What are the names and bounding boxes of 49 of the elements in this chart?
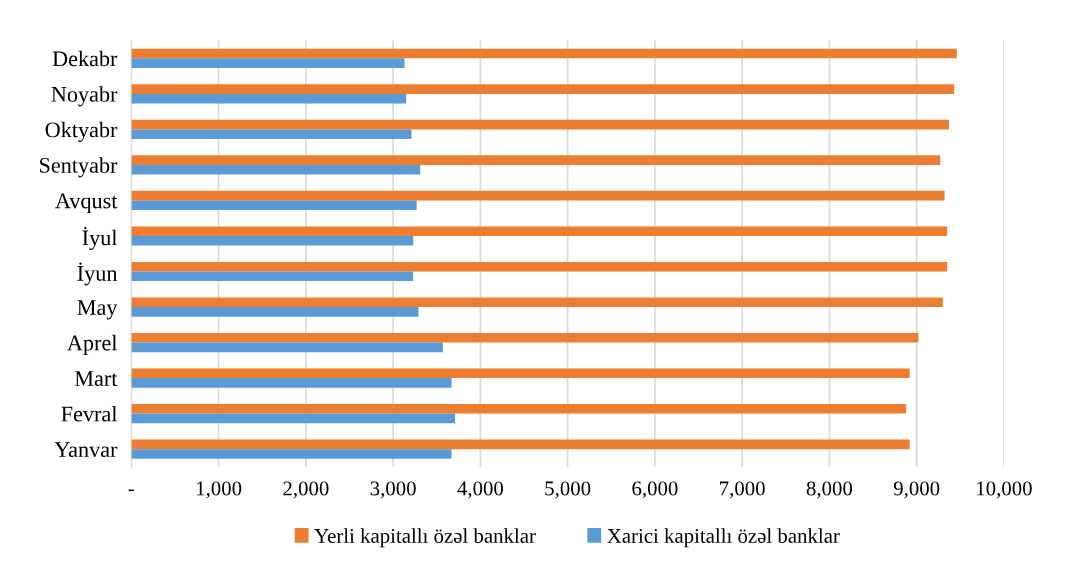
- y-tick-label: Noyabr: [51, 86, 118, 107]
- y-tick-label: Sentyabr: [39, 157, 118, 178]
- y-tick-label: İyul: [82, 226, 118, 250]
- x-tick-label: 8,000: [806, 481, 853, 499]
- bar: [131, 307, 419, 317]
- bar: [131, 48, 957, 59]
- y-tick-label: Fevral: [61, 405, 118, 422]
- y-tick-label: Mart: [74, 371, 118, 387]
- bar: [131, 93, 407, 104]
- y-tick-label: Aprel: [67, 334, 118, 356]
- bar: [131, 404, 907, 414]
- y-tick-label: Yanvar: [54, 442, 118, 458]
- bar: [131, 58, 405, 68]
- bar: [131, 190, 945, 201]
- bar: [131, 84, 955, 94]
- bar: [131, 155, 941, 165]
- legend-label: Yerli kapitallı özəl banklar: [314, 528, 536, 548]
- bar: [131, 129, 412, 139]
- bar: [131, 449, 452, 459]
- x-tick-label: 7,000: [720, 481, 765, 499]
- y-tick-label: Avqust: [55, 193, 118, 213]
- bar: [131, 226, 948, 236]
- bar: [131, 439, 910, 450]
- y-tick-label: Dekabr: [52, 50, 118, 67]
- legend-label: Xarici kapitallı özəl banklar: [607, 528, 840, 548]
- bar: [131, 378, 452, 388]
- x-tick-label: 2,000: [283, 481, 329, 499]
- y-tick-label: May: [77, 300, 118, 320]
- x-tick-label: 10,000: [977, 481, 1032, 499]
- x-tick-label: 1,000: [197, 481, 242, 499]
- bar: [131, 200, 417, 211]
- y-tick-label: İyun: [77, 262, 118, 286]
- x-tick-label: 6,000: [632, 481, 678, 499]
- bar: [131, 261, 948, 272]
- bar: [131, 297, 943, 308]
- bar: [131, 119, 949, 130]
- x-tick-label: -: [128, 489, 135, 492]
- bar: [131, 164, 421, 175]
- bar: [131, 413, 456, 424]
- x-tick-label: 4,000: [457, 481, 504, 499]
- bar: [131, 368, 910, 379]
- bar: [131, 342, 443, 353]
- bar: [131, 271, 414, 282]
- bar: [131, 235, 414, 246]
- bar: [131, 332, 919, 343]
- x-tick-label: 3,000: [370, 481, 416, 499]
- y-tick-label: Oktyabr: [45, 121, 118, 142]
- x-tick-label: 9,000: [893, 481, 940, 499]
- x-tick-label: 5,000: [545, 481, 591, 499]
